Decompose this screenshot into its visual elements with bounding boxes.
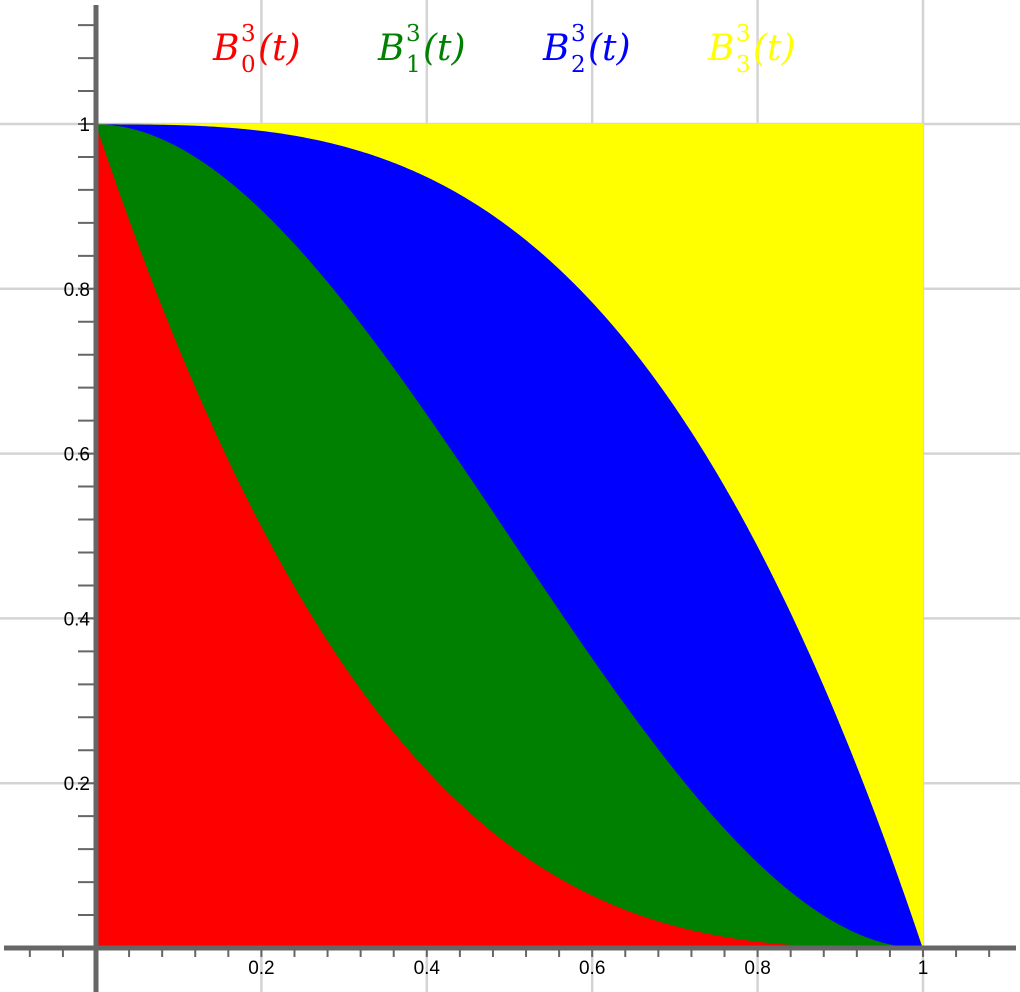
y-tick-label: 0.8: [64, 280, 90, 301]
x-tick-label: 1: [918, 958, 929, 979]
y-tick-label: 1: [79, 115, 90, 136]
legend-superscript: 3: [736, 21, 751, 47]
x-tick-label: 0.6: [579, 958, 605, 979]
legend-subscript: 1: [406, 52, 421, 78]
legend-superscript: 3: [571, 21, 586, 47]
legend-subscript: 3: [736, 52, 751, 78]
legend-symbol: B: [212, 28, 239, 69]
axes: [4, 5, 1016, 992]
x-tick-label: 0.8: [744, 958, 770, 979]
legend-item-2: B 3 2 (t): [542, 21, 631, 78]
area-series-3: [96, 123, 924, 949]
legend-subscript: 2: [571, 52, 586, 78]
x-tick-label: 0.4: [414, 958, 441, 979]
legend-symbol: B: [707, 28, 734, 69]
legend-subscript: 0: [241, 52, 256, 78]
y-tick-label: 0.2: [64, 774, 90, 795]
tick-labels: 0.2 0.4 0.6 0.8 1 0.2 0.4 0.6 0.8 1: [64, 115, 929, 979]
legend-argument: (t): [258, 28, 301, 69]
y-tick-label: 0.6: [64, 445, 90, 466]
x-tick-label: 0.2: [248, 958, 274, 979]
legend-superscript: 3: [406, 21, 421, 47]
stacked-areas: [95, 123, 924, 949]
legend-item-0: B 3 0 (t): [212, 21, 301, 78]
legend-symbol: B: [377, 28, 404, 69]
legend-symbol: B: [542, 28, 569, 69]
legend-argument: (t): [423, 28, 466, 69]
legend-item-3: B 3 3 (t): [707, 21, 796, 78]
legend: B 30 (t) B 31 (t) B 32 (t) B 33 (t): [212, 21, 796, 78]
legend-argument: (t): [753, 28, 796, 69]
legend-superscript: 3: [241, 21, 256, 47]
legend-item-1: B 3 1 (t): [377, 21, 466, 78]
legend-argument: (t): [588, 28, 631, 69]
y-tick-label: 0.4: [64, 609, 91, 630]
